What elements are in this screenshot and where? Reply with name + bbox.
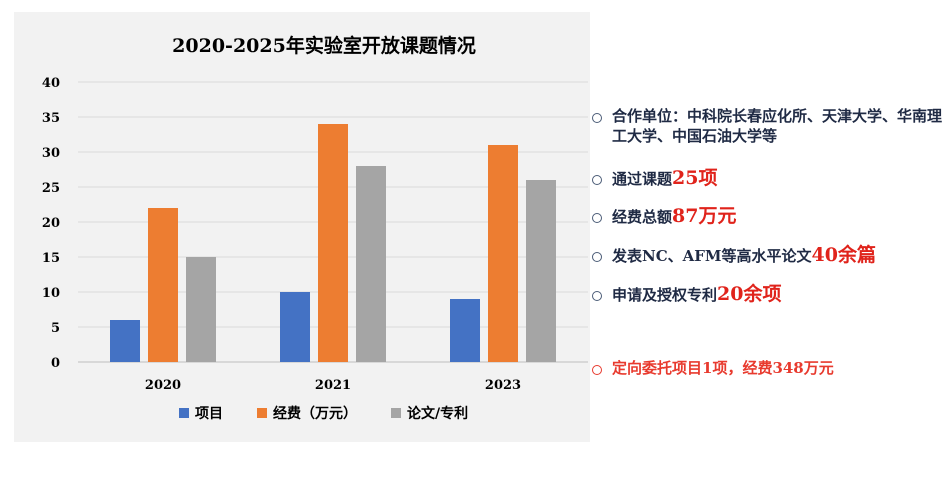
- bullet-projects: 通过课题25项: [592, 168, 942, 189]
- y-tick-label: 25: [42, 181, 60, 196]
- bar: [356, 166, 386, 362]
- bullet-patents: 申请及授权专利20余项: [592, 284, 942, 305]
- bullet-highlight: 25项: [672, 167, 718, 189]
- bar: [318, 124, 348, 362]
- bar: [186, 257, 216, 362]
- legend-label: 论文/专利: [407, 405, 468, 422]
- bullet-text: 经费总额: [612, 208, 673, 226]
- x-axis-ticks: 2020 2021 2023: [145, 378, 521, 393]
- bullet-dot-icon: [592, 213, 602, 223]
- bullet-dot-icon: [592, 113, 602, 123]
- legend-swatch: [179, 408, 189, 418]
- bar: [450, 299, 480, 362]
- chart-panel: 2020-2025年实验室开放课题情况 0 5 10 15 20 25 30 35 40 202…: [14, 12, 590, 442]
- bullet-highlight: 87万元: [672, 205, 737, 227]
- x-tick-label: 2023: [485, 378, 521, 393]
- y-tick-label: 20: [42, 216, 60, 231]
- bullet-dot-icon: [592, 252, 602, 262]
- bar: [488, 145, 518, 362]
- bar: [110, 320, 140, 362]
- y-tick-label: 0: [51, 356, 60, 371]
- legend-label: 项目: [195, 406, 223, 422]
- bullet-text: 申请及授权专利: [612, 286, 718, 304]
- bullet-text: 通过课题: [612, 170, 673, 188]
- bullet-text: 合作单位：中科院长春应化所、天津大学、华南理工大学、中国石油大学等: [612, 107, 943, 145]
- bar: [526, 180, 556, 362]
- bullet-highlight: 20余项: [717, 283, 782, 305]
- bullet-dot-icon: [592, 175, 602, 185]
- y-tick-label: 35: [42, 111, 60, 126]
- y-tick-label: 40: [42, 76, 60, 91]
- y-tick-label: 15: [42, 251, 60, 266]
- bar-chart: 2020-2025年实验室开放课题情况 0 5 10 15 20 25 30 35 40 202…: [42, 34, 588, 422]
- y-axis-ticks: 0 5 10 15 20 25 30 35 40: [42, 76, 60, 371]
- legend-swatch: [257, 408, 267, 418]
- legend-label: 经费（万元）: [273, 405, 357, 422]
- bullet-highlight: 40余篇: [811, 244, 876, 266]
- chart-title: 2020-2025年实验室开放课题情况: [172, 34, 476, 57]
- bullet-text: 定向委托项目1项，经费348万元: [612, 359, 834, 377]
- legend-swatch: [391, 408, 401, 418]
- bar: [280, 292, 310, 362]
- bullet-funding: 经费总额87万元: [592, 206, 942, 227]
- bullet-commissioned: 定向委托项目1项，经费348万元: [592, 358, 942, 378]
- bars: [110, 124, 556, 362]
- bullet-partners: 合作单位：中科院长春应化所、天津大学、华南理工大学、中国石油大学等: [592, 106, 942, 146]
- y-tick-label: 5: [51, 321, 60, 336]
- summary-bullets: 合作单位：中科院长春应化所、天津大学、华南理工大学、中国石油大学等 通过课题25…: [592, 0, 942, 495]
- legend: 项目 经费（万元） 论文/专利: [179, 405, 468, 422]
- x-tick-label: 2020: [145, 378, 181, 393]
- bar: [148, 208, 178, 362]
- bullet-dot-icon: [592, 291, 602, 301]
- bullet-papers: 发表NC、AFM等高水平论文40余篇: [592, 245, 942, 266]
- y-tick-label: 30: [42, 146, 60, 161]
- bullet-dot-icon: [592, 365, 602, 375]
- x-tick-label: 2021: [315, 378, 351, 393]
- bullet-text: 发表NC、AFM等高水平论文: [612, 247, 812, 265]
- y-tick-label: 10: [42, 286, 60, 301]
